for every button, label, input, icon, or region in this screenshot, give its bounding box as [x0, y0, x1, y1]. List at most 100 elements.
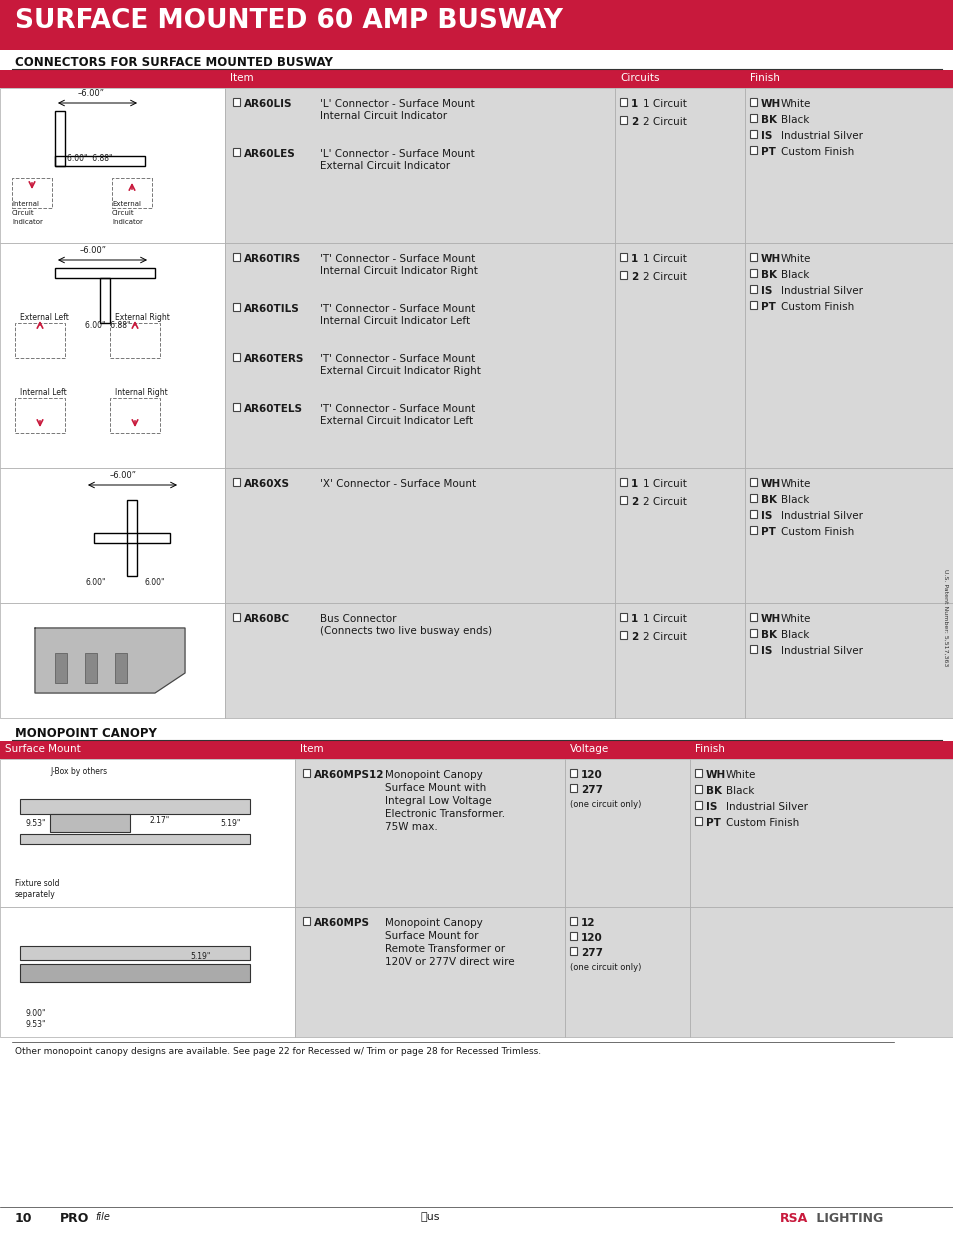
Bar [233, 253, 240, 261]
Text: External Circuit Indicator Left: External Circuit Indicator Left [319, 416, 473, 426]
Bar [110, 398, 160, 433]
Text: External Left: External Left [20, 312, 69, 322]
Text: External Circuit Indicator: External Circuit Indicator [319, 161, 450, 170]
Bar [12, 178, 52, 207]
Text: Internal Circuit Indicator Right: Internal Circuit Indicator Right [319, 266, 477, 275]
Text: External Circuit Indicator Right: External Circuit Indicator Right [319, 366, 480, 375]
Bar [0, 0, 953, 49]
Text: 9.00": 9.00" [25, 1009, 46, 1018]
Text: AR60BC: AR60BC [244, 614, 290, 624]
Text: SURFACE MOUNTED 60 AMP BUSWAY: SURFACE MOUNTED 60 AMP BUSWAY [15, 7, 562, 35]
Text: Surface Mount for: Surface Mount for [385, 931, 478, 941]
Bar [0, 760, 294, 906]
Text: PT: PT [705, 818, 720, 827]
Bar [55, 156, 145, 165]
Bar [749, 645, 757, 652]
Text: Monopoint Canopy: Monopoint Canopy [385, 918, 482, 927]
Text: White: White [781, 254, 810, 264]
Text: 2 Circuit: 2 Circuit [642, 117, 686, 127]
Bar [0, 603, 225, 718]
Text: Industrial Silver: Industrial Silver [781, 646, 862, 656]
Text: Industrial Silver: Industrial Silver [781, 511, 862, 521]
Text: Industrial Silver: Industrial Silver [725, 802, 807, 811]
Bar [110, 324, 160, 358]
Text: Custom Finish: Custom Finish [725, 818, 799, 827]
Bar [695, 818, 701, 825]
Bar [233, 148, 240, 156]
Text: 'T' Connector - Surface Mount: 'T' Connector - Surface Mount [319, 354, 475, 364]
Text: (Connects two live busway ends): (Connects two live busway ends) [319, 626, 492, 636]
Text: Black: Black [781, 495, 808, 505]
Text: CONNECTORS FOR SURFACE MOUNTED BUSWAY: CONNECTORS FOR SURFACE MOUNTED BUSWAY [15, 56, 333, 69]
Bar [225, 603, 615, 718]
Text: Custom Finish: Custom Finish [781, 303, 853, 312]
Text: Internal Left: Internal Left [20, 388, 67, 396]
Text: Circuit: Circuit [12, 210, 34, 216]
Text: Custom Finish: Custom Finish [781, 527, 853, 537]
Bar [55, 653, 67, 683]
Bar [115, 653, 127, 683]
Text: Other monopoint canopy designs are available. See page 22 for Recessed w/ Trim o: Other monopoint canopy designs are avail… [15, 1047, 540, 1056]
Text: AR60TILS: AR60TILS [244, 304, 299, 314]
Bar [619, 631, 627, 638]
Text: Industrial Silver: Industrial Silver [781, 287, 862, 296]
Text: Industrial Silver: Industrial Silver [781, 131, 862, 141]
Text: 5.19": 5.19" [220, 819, 240, 827]
Bar [15, 324, 65, 358]
Text: 6.00"  6.88": 6.00" 6.88" [67, 154, 112, 163]
Text: IS: IS [705, 802, 717, 811]
Bar [233, 403, 240, 410]
Bar [744, 468, 953, 603]
Text: 1 Circuit: 1 Circuit [642, 479, 686, 489]
Text: RSA: RSA [780, 1212, 807, 1225]
Bar [20, 965, 250, 982]
Bar [55, 268, 154, 278]
Bar [749, 510, 757, 517]
Text: MONOPOINT CANOPY: MONOPOINT CANOPY [15, 727, 156, 740]
Text: 6.00": 6.00" [85, 578, 106, 587]
Text: Monopoint Canopy: Monopoint Canopy [385, 769, 482, 781]
Text: Remote Transformer or: Remote Transformer or [385, 944, 504, 953]
Bar [0, 88, 225, 243]
Bar [50, 814, 130, 832]
Text: BK: BK [760, 630, 776, 640]
Bar [615, 243, 744, 468]
Bar [749, 629, 757, 636]
Text: WH: WH [760, 479, 781, 489]
Text: BK: BK [760, 115, 776, 125]
Text: White: White [781, 99, 810, 109]
Bar [744, 88, 953, 243]
Bar [744, 603, 953, 718]
Bar [564, 760, 689, 906]
Bar [619, 98, 627, 105]
Bar [689, 906, 953, 1037]
Bar [749, 114, 757, 121]
Text: Surface Mount: Surface Mount [5, 743, 81, 755]
Text: PT: PT [760, 147, 775, 157]
Bar [749, 494, 757, 501]
Bar [233, 303, 240, 310]
Text: 1 Circuit: 1 Circuit [642, 254, 686, 264]
Bar [744, 243, 953, 468]
Bar [619, 478, 627, 485]
Text: Bus Connector: Bus Connector [319, 614, 396, 624]
Text: Ⓛus: Ⓛus [420, 1212, 439, 1221]
Text: 2 Circuit: 2 Circuit [642, 632, 686, 642]
Text: Black: Black [725, 785, 754, 797]
Bar [619, 496, 627, 504]
Bar [615, 468, 744, 603]
Text: External Right: External Right [115, 312, 170, 322]
Bar [619, 253, 627, 261]
Text: 2 Circuit: 2 Circuit [642, 272, 686, 282]
Bar [294, 760, 564, 906]
Bar [20, 834, 250, 844]
Bar [20, 799, 250, 814]
Text: Internal: Internal [12, 201, 39, 207]
Bar [20, 946, 250, 960]
Bar [695, 785, 701, 793]
Text: 10: 10 [15, 1212, 32, 1225]
Text: PT: PT [760, 303, 775, 312]
Text: file: file [95, 1212, 110, 1221]
Text: 'T' Connector - Surface Mount: 'T' Connector - Surface Mount [319, 304, 475, 314]
Bar [569, 932, 577, 940]
